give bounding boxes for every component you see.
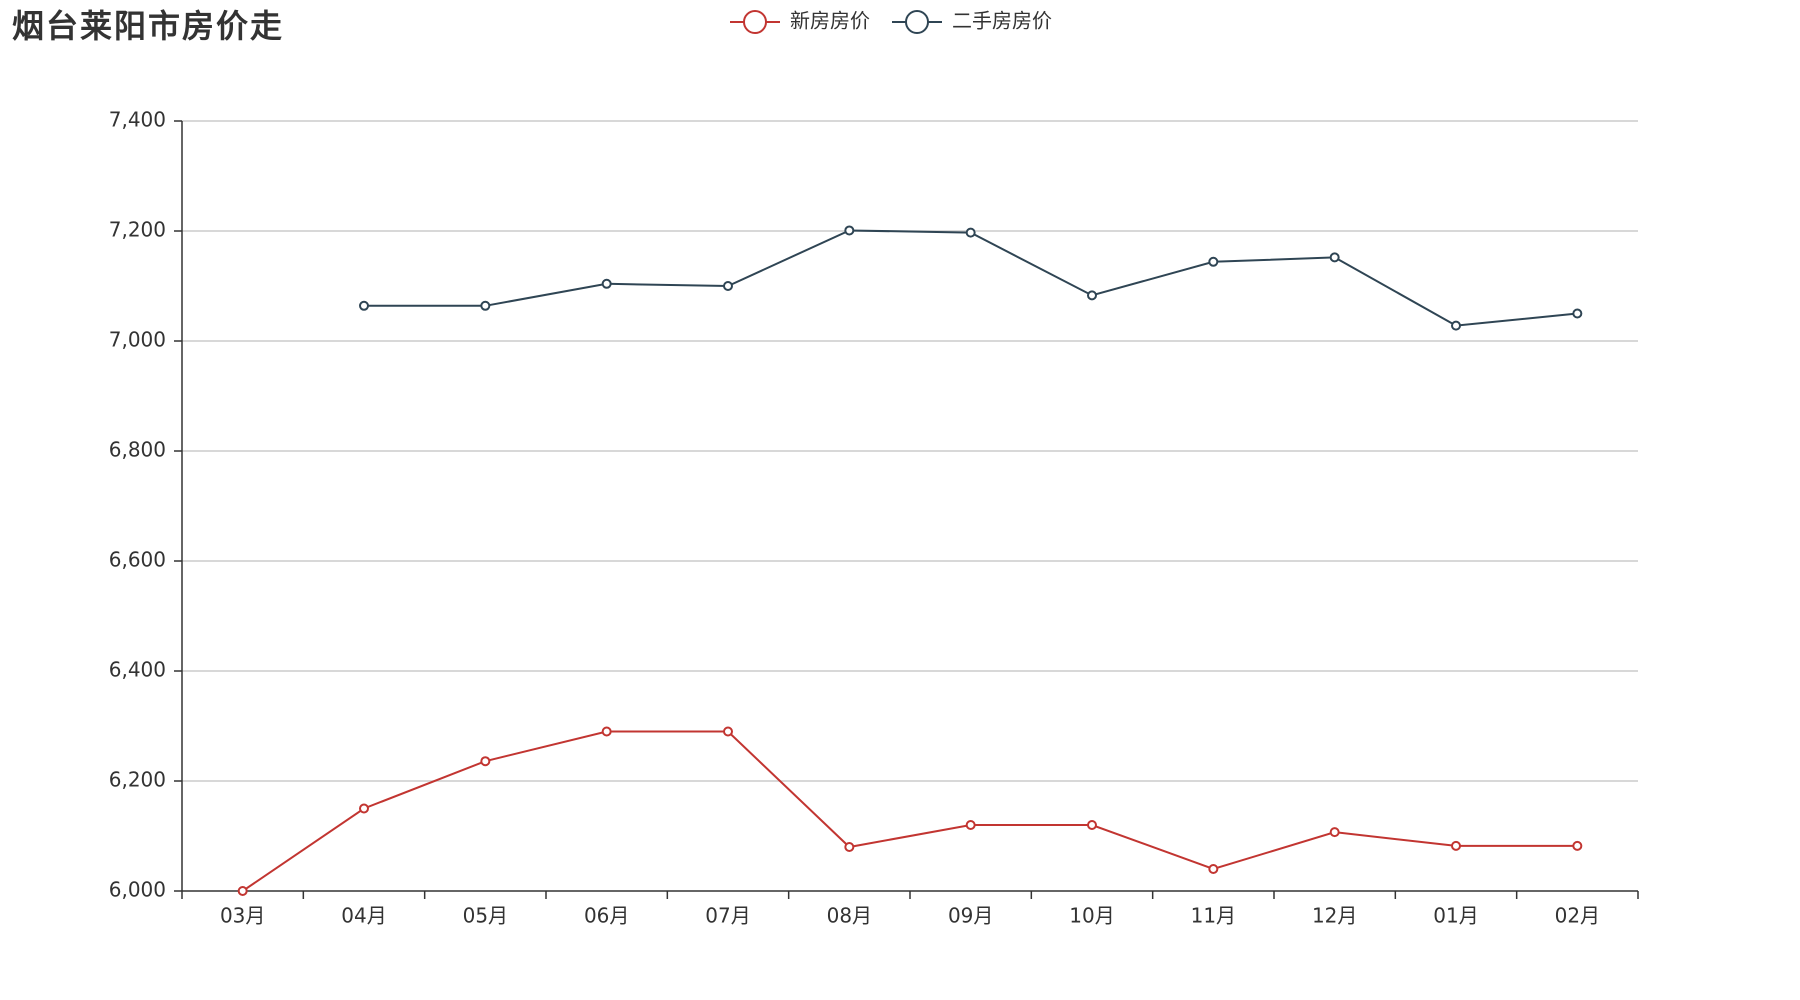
point bbox=[237, 886, 248, 896]
point bbox=[723, 281, 733, 291]
x-tick-label: 01月 bbox=[1433, 904, 1478, 928]
point bbox=[965, 820, 976, 830]
x-tick-label: 04月 bbox=[341, 904, 386, 928]
series-line bbox=[364, 229, 1578, 327]
point bbox=[480, 300, 491, 311]
point bbox=[601, 278, 612, 289]
legend-icon-circle bbox=[905, 10, 929, 34]
y-tick-label: 6,600 bbox=[109, 548, 166, 572]
point bbox=[1208, 256, 1219, 267]
point bbox=[359, 300, 369, 311]
legend-label[interactable]: 新房房价 bbox=[790, 9, 870, 33]
point bbox=[1329, 252, 1340, 263]
y-tick-label: 7,400 bbox=[109, 108, 166, 132]
point bbox=[1087, 290, 1097, 301]
point bbox=[965, 227, 976, 238]
x-tick-label: 07月 bbox=[705, 904, 750, 928]
x-tick-label: 02月 bbox=[1555, 904, 1600, 928]
legend-label[interactable]: 二手房房价 bbox=[952, 9, 1052, 33]
legend-icon-circle bbox=[743, 10, 767, 34]
point bbox=[480, 756, 491, 767]
series-line bbox=[242, 730, 1578, 892]
y-tick-label: 6,400 bbox=[109, 658, 166, 682]
x-tick-label: 05月 bbox=[463, 904, 508, 928]
x-tick-label: 08月 bbox=[827, 904, 872, 928]
point bbox=[1451, 320, 1461, 331]
y-tick-label: 7,000 bbox=[109, 328, 166, 352]
point bbox=[1572, 308, 1583, 319]
point bbox=[1087, 820, 1097, 830]
x-tick-label: 03月 bbox=[220, 904, 265, 928]
point bbox=[844, 225, 855, 236]
point bbox=[601, 726, 612, 737]
x-tick-label: 09月 bbox=[948, 904, 993, 928]
x-tick-label: 10月 bbox=[1069, 904, 1114, 928]
y-tick-label: 7,200 bbox=[109, 218, 166, 242]
point bbox=[1329, 827, 1340, 838]
point bbox=[359, 803, 369, 814]
point bbox=[1572, 840, 1583, 851]
point bbox=[1451, 840, 1461, 851]
chart-title: 烟台莱阳市房价走 bbox=[12, 7, 284, 45]
y-tick-label: 6,000 bbox=[109, 878, 166, 902]
point bbox=[1208, 864, 1219, 874]
point bbox=[723, 726, 733, 737]
x-tick-label: 11月 bbox=[1191, 904, 1236, 928]
point bbox=[844, 842, 855, 852]
y-tick-label: 6,800 bbox=[109, 438, 166, 462]
x-tick-label: 12月 bbox=[1312, 904, 1357, 928]
y-tick-label: 6,200 bbox=[109, 768, 166, 792]
x-tick-label: 06月 bbox=[584, 904, 629, 928]
